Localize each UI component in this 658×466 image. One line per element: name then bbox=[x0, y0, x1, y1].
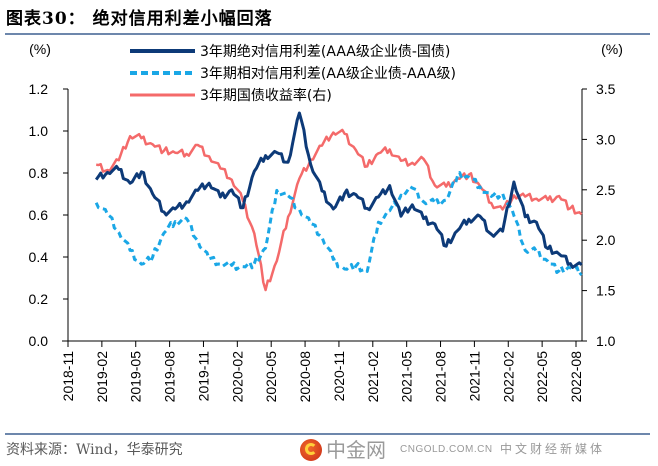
x-tick-label: 2020-05 bbox=[263, 351, 279, 403]
right-tick-label: 3.5 bbox=[596, 81, 616, 97]
right-tick-label: 3.0 bbox=[596, 131, 616, 147]
left-tick-label: 1.0 bbox=[29, 123, 49, 139]
x-tick-label: 2019-02 bbox=[94, 351, 110, 403]
legend: 3年期绝对信用利差(AAA级企业债-国债) 3年期相对信用利差(AA级企业债-A… bbox=[130, 43, 456, 104]
series-line-absolute bbox=[94, 111, 583, 269]
left-tick-label: 1.2 bbox=[29, 81, 49, 97]
right-axis-unit: (%) bbox=[601, 41, 623, 57]
legend-label-yield: 3年期国债收益率(右) bbox=[200, 87, 332, 104]
x-tick-label: 2019-11 bbox=[196, 351, 212, 402]
axes bbox=[62, 89, 583, 342]
series-line-yield bbox=[96, 128, 583, 292]
right-tick-label: 1.0 bbox=[596, 333, 616, 349]
watermark-swirl-icon bbox=[305, 443, 317, 455]
legend-label-relative: 3年期相对信用利差(AA级企业债-AAA级) bbox=[200, 65, 456, 82]
right-tick-label: 2.0 bbox=[596, 232, 616, 248]
legend-label-absolute: 3年期绝对信用利差(AAA级企业债-国债) bbox=[200, 43, 450, 60]
series-group bbox=[94, 111, 583, 292]
left-tick-label: 0.8 bbox=[29, 165, 49, 181]
x-tick-label: 2021-02 bbox=[365, 351, 381, 403]
x-tick-label: 2021-11 bbox=[466, 351, 482, 402]
right-tick-label: 1.5 bbox=[596, 283, 616, 299]
left-tick-label: 0.2 bbox=[29, 291, 49, 307]
right-axis-ticks: 1.0 1.5 2.0 2.5 3.0 3.5 bbox=[582, 81, 616, 349]
source-note: 资料来源：Wind，华泰研究 bbox=[6, 442, 183, 458]
watermark-name: 中金网 bbox=[326, 438, 386, 462]
right-tick-label: 2.5 bbox=[596, 182, 616, 198]
left-axis-unit: (%) bbox=[29, 41, 51, 57]
watermark-subtitle: 中文财经新媒体 bbox=[500, 442, 606, 456]
x-tick-label: 2022-02 bbox=[500, 351, 516, 403]
x-tick-label: 2021-05 bbox=[399, 351, 415, 403]
watermark: 中金网 CNGOLD.COM.CN 中文财经新媒体 bbox=[300, 437, 652, 465]
x-tick-label: 2020-02 bbox=[229, 351, 245, 403]
left-tick-label: 0.0 bbox=[29, 333, 49, 349]
x-tick-label: 2020-08 bbox=[297, 351, 313, 403]
x-tick-label: 2018-11 bbox=[60, 351, 76, 402]
left-axis-ticks: 0.0 0.2 0.4 0.6 0.8 1.0 1.2 bbox=[29, 81, 68, 349]
x-axis-ticks: 2018-11 2019-02 2019-05 2019-08 2019-11 2020-… bbox=[60, 341, 584, 402]
series-line-relative bbox=[94, 171, 583, 277]
x-tick-label: 2022-08 bbox=[568, 351, 584, 403]
left-tick-label: 0.4 bbox=[29, 249, 49, 265]
footer-divider bbox=[5, 433, 650, 435]
x-tick-label: 2022-05 bbox=[534, 351, 550, 403]
watermark-domain: CNGOLD.COM.CN bbox=[400, 444, 493, 455]
title-divider bbox=[5, 33, 650, 35]
x-tick-label: 2020-11 bbox=[331, 351, 347, 402]
x-tick-label: 2021-08 bbox=[433, 351, 449, 403]
left-tick-label: 0.6 bbox=[29, 207, 49, 223]
x-tick-label: 2019-05 bbox=[128, 351, 144, 403]
chart-title: 图表30： 绝对信用利差小幅回落 bbox=[6, 9, 273, 29]
x-tick-label: 2019-08 bbox=[162, 351, 178, 403]
